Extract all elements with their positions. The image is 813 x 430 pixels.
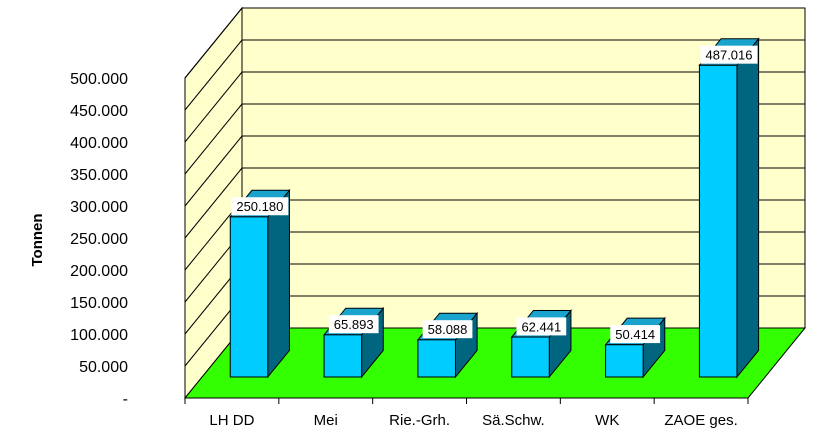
y-tick-label: 300.000 — [70, 199, 128, 216]
x-tick-label: LH DD — [209, 412, 254, 429]
y-tick-label: 50.000 — [79, 359, 128, 376]
bar-front — [698, 64, 738, 378]
x-tick-label: Rie.-Grh. — [389, 412, 450, 429]
x-tick-label: WK — [595, 412, 619, 429]
y-tick-label: 350.000 — [70, 167, 128, 184]
bar-4: 50.414 — [604, 316, 666, 379]
chart-gridlines — [184, 7, 805, 367]
data-label-bg — [422, 320, 473, 339]
bar-front — [511, 336, 550, 378]
bar-front — [323, 334, 363, 378]
bar-1: 65.893 — [323, 306, 385, 379]
x-axis-categories: LH DD Mei Rie.-Grh. Sä.Schw. WK ZAOE ges. — [184, 398, 749, 429]
data-label: 250.180 — [236, 199, 283, 214]
bar-front — [605, 344, 644, 378]
y-tick-label: - — [123, 391, 128, 408]
y-tick-label: 200.000 — [70, 263, 128, 280]
y-tick-label: 100.000 — [70, 327, 128, 344]
y-axis-ticks: - 50.000 100.000 150.000 200.000 250.000 300.0… — [70, 71, 128, 408]
bar-3: 62.441 — [510, 309, 572, 379]
bar-side — [736, 37, 760, 379]
chart-bars: 250.180 65.893 58.088 62.441 50.414 487.016 — [229, 37, 760, 379]
data-label-bg — [610, 325, 661, 344]
data-label: 62.441 — [521, 319, 561, 334]
y-tick-label: 150.000 — [70, 295, 128, 312]
data-label-bg — [328, 315, 379, 334]
bar-front — [229, 216, 269, 378]
y-axis-label: Tonnen — [29, 213, 46, 266]
data-label: 487.016 — [706, 48, 753, 63]
data-label-bg — [516, 317, 567, 336]
x-tick-label: Mei — [314, 412, 338, 429]
bar-0: 250.180 — [229, 188, 291, 379]
gridline — [184, 7, 805, 79]
y-tick-label: 450.000 — [70, 103, 128, 120]
data-label-bg — [231, 197, 289, 216]
gridline — [184, 103, 805, 175]
y-tick-label: 400.000 — [70, 135, 128, 152]
bar-5: 487.016 — [698, 37, 760, 379]
y-tick-label: 250.000 — [70, 231, 128, 248]
bar-2: 58.088 — [416, 311, 479, 379]
gridline — [184, 135, 805, 207]
gridline — [184, 39, 805, 111]
data-label: 58.088 — [428, 322, 468, 337]
gridline — [184, 167, 805, 239]
bar-side — [267, 188, 290, 379]
data-label: 50.414 — [615, 327, 655, 342]
x-tick-label: ZAOE ges. — [664, 412, 737, 429]
data-label-bg — [700, 45, 758, 64]
bar-front — [417, 339, 456, 378]
y-tick-label: 500.000 — [70, 71, 128, 88]
gridline — [184, 71, 805, 143]
data-label: 65.893 — [334, 317, 374, 332]
x-tick-label: Sä.Schw. — [482, 412, 545, 429]
